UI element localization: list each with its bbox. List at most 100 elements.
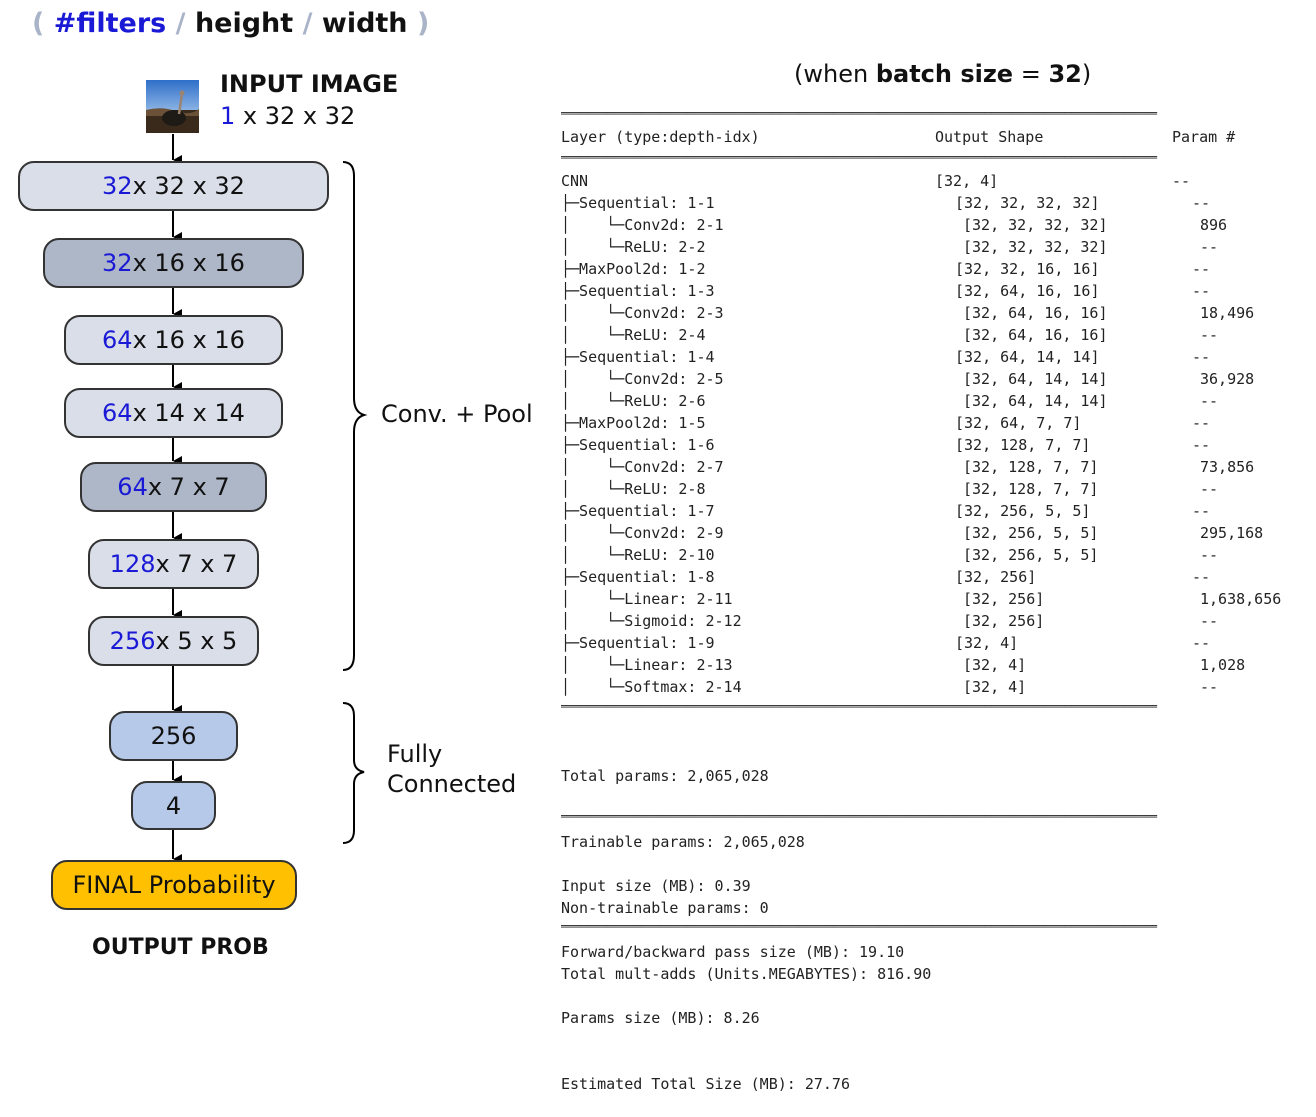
summary-row-shape: [32, 256, 5, 5] — [963, 546, 1099, 564]
summary-row-shape: [32, 128, 7, 7] — [963, 480, 1099, 498]
summary-row-params: 1,638,656 — [1200, 590, 1282, 608]
summary-row-params: -- — [1200, 480, 1219, 498]
summary-row-shape: [32, 64, 16, 16] — [955, 282, 1100, 300]
summary-row-params: 18,496 — [1200, 304, 1255, 322]
separator-double: ════════════════════════════════════════… — [561, 154, 1158, 162]
summary-header-layer: Layer (type:depth-idx) — [561, 128, 760, 146]
flow-arrows — [172, 134, 368, 864]
summary-row-layer: │ └─Conv2d: 2-5 — [561, 370, 724, 388]
summary-row-layer: ├─MaxPool2d: 1-5 — [561, 414, 706, 432]
summary-row-shape: [32, 256, 5, 5] — [955, 502, 1091, 520]
summary-row-params: -- — [1172, 172, 1191, 190]
summary-row-shape: [32, 4] — [955, 634, 1019, 652]
summary-row-params: -- — [1192, 634, 1211, 652]
summary-row-params: 73,856 — [1200, 458, 1255, 476]
conv-pool-label: Conv. + Pool — [381, 400, 533, 428]
summary-row-layer: ├─Sequential: 1-9 — [561, 634, 715, 652]
estimated-total-size: Estimated Total Size (MB): 27.76 — [561, 1075, 850, 1093]
legend-open-paren: ( — [32, 8, 45, 39]
summary-row-params: -- — [1200, 678, 1219, 696]
output-prob-label: OUTPUT PROB — [92, 935, 269, 960]
summary-row-params: -- — [1192, 194, 1211, 212]
summary-row-layer: ├─Sequential: 1-4 — [561, 348, 715, 366]
block-dims: x 16 x 16 — [132, 326, 245, 354]
summary-row-shape: [32, 64, 16, 16] — [963, 304, 1108, 322]
summary-row-params: -- — [1192, 260, 1211, 278]
summary-row-shape: [32, 64, 7, 7] — [955, 414, 1082, 432]
block-filters: 64 — [102, 399, 133, 427]
block-dims: x 14 x 14 — [132, 399, 245, 427]
fc-block-2: 4 — [131, 781, 216, 830]
separator-double: ════════════════════════════════════════… — [561, 923, 1158, 931]
trainable-params: Trainable params: 2,065,028 — [561, 833, 805, 851]
block-dims: x 32 x 32 — [132, 172, 245, 200]
separator-double: ════════════════════════════════════════… — [561, 813, 1158, 821]
summary-row-layer: ├─MaxPool2d: 1-2 — [561, 260, 706, 278]
conv-brace — [342, 161, 368, 671]
block-filters: 32 — [102, 249, 133, 277]
input-image-dims: 1 x 32 x 32 — [220, 102, 355, 130]
block-dims: x 7 x 7 — [155, 550, 238, 578]
summary-row-params: -- — [1200, 612, 1219, 630]
block-filters: 256 — [109, 627, 156, 655]
input-channels: 1 — [220, 102, 236, 130]
fc-label-line1: Fully — [387, 740, 443, 768]
block-dims: x 16 x 16 — [132, 249, 245, 277]
summary-row-params: 295,168 — [1200, 524, 1264, 542]
summary-row-layer: │ └─ReLU: 2-6 — [561, 392, 706, 410]
summary-row-params: -- — [1200, 238, 1219, 256]
fc-brace — [342, 702, 365, 844]
dimension-legend: ( #filters / height / width ) — [32, 8, 429, 39]
summary-row-params: -- — [1192, 282, 1211, 300]
batch-size-note: (when batch size = 32) — [794, 60, 1092, 88]
summary-row-shape: [32, 64, 14, 14] — [963, 370, 1108, 388]
legend-height: height — [194, 8, 294, 39]
summary-row-params: -- — [1200, 326, 1219, 344]
summary-header-shape: Output Shape — [935, 128, 1044, 146]
summary-row-layer: │ └─Conv2d: 2-9 — [561, 524, 724, 542]
block-filters: 128 — [109, 550, 156, 578]
params-size: Params size (MB): 8.26 — [561, 1009, 760, 1027]
summary-row-params: -- — [1192, 348, 1211, 366]
summary-row-params: 1,028 — [1200, 656, 1246, 674]
summary-row-shape: [32, 4] — [963, 656, 1027, 674]
summary-header-params: Param # — [1172, 128, 1236, 146]
summary-row-params: -- — [1192, 502, 1211, 520]
summary-row-shape: [32, 32, 32, 32] — [963, 238, 1108, 256]
summary-row-layer: │ └─ReLU: 2-4 — [561, 326, 706, 344]
block-dims: x 7 x 7 — [147, 473, 230, 501]
legend-slash: / — [302, 8, 313, 39]
pool-block-2: 64 x 7 x 7 — [80, 462, 267, 512]
non-trainable-params: Non-trainable params: 0 — [561, 899, 769, 917]
legend-filters: #filters — [53, 8, 167, 39]
summary-row-shape: [32, 128, 7, 7] — [963, 458, 1099, 476]
summary-row-layer: │ └─Conv2d: 2-3 — [561, 304, 724, 322]
conv-block-5: 256 x 5 x 5 — [88, 616, 259, 666]
summary-row-params: -- — [1200, 546, 1219, 564]
summary-row-layer: ├─Sequential: 1-7 — [561, 502, 715, 520]
legend-width: width — [321, 8, 408, 39]
summary-row-params: 36,928 — [1200, 370, 1255, 388]
summary-row-layer: ├─Sequential: 1-8 — [561, 568, 715, 586]
legend-slash: / — [175, 8, 186, 39]
conv-block-4: 128 x 7 x 7 — [88, 539, 259, 589]
separator-double: ════════════════════════════════════════… — [561, 110, 1158, 118]
input-image-thumbnail — [146, 80, 199, 133]
summary-row-layer: ├─Sequential: 1-1 — [561, 194, 715, 212]
total-params: Total params: 2,065,028 — [561, 767, 769, 785]
summary-row-shape: [32, 64, 14, 14] — [963, 392, 1108, 410]
summary-row-layer: │ └─Linear: 2-13 — [561, 656, 733, 674]
input-image-title: INPUT IMAGE — [220, 70, 399, 98]
summary-row-shape: [32, 4] — [935, 172, 999, 190]
conv-block-2: 64 x 16 x 16 — [64, 315, 283, 365]
summary-row-layer: │ └─Sigmoid: 2-12 — [561, 612, 742, 630]
summary-row-params: -- — [1192, 568, 1211, 586]
fc-label-line2: Connected — [387, 770, 517, 798]
summary-row-layer: │ └─Linear: 2-11 — [561, 590, 733, 608]
summary-row-shape: [32, 4] — [963, 678, 1027, 696]
summary-row-shape: [32, 256] — [955, 568, 1037, 586]
separator-double: ════════════════════════════════════════… — [561, 703, 1158, 711]
summary-row-params: 896 — [1200, 216, 1228, 234]
pool-block-1: 32 x 16 x 16 — [43, 238, 304, 288]
summary-row-layer: │ └─Conv2d: 2-7 — [561, 458, 724, 476]
